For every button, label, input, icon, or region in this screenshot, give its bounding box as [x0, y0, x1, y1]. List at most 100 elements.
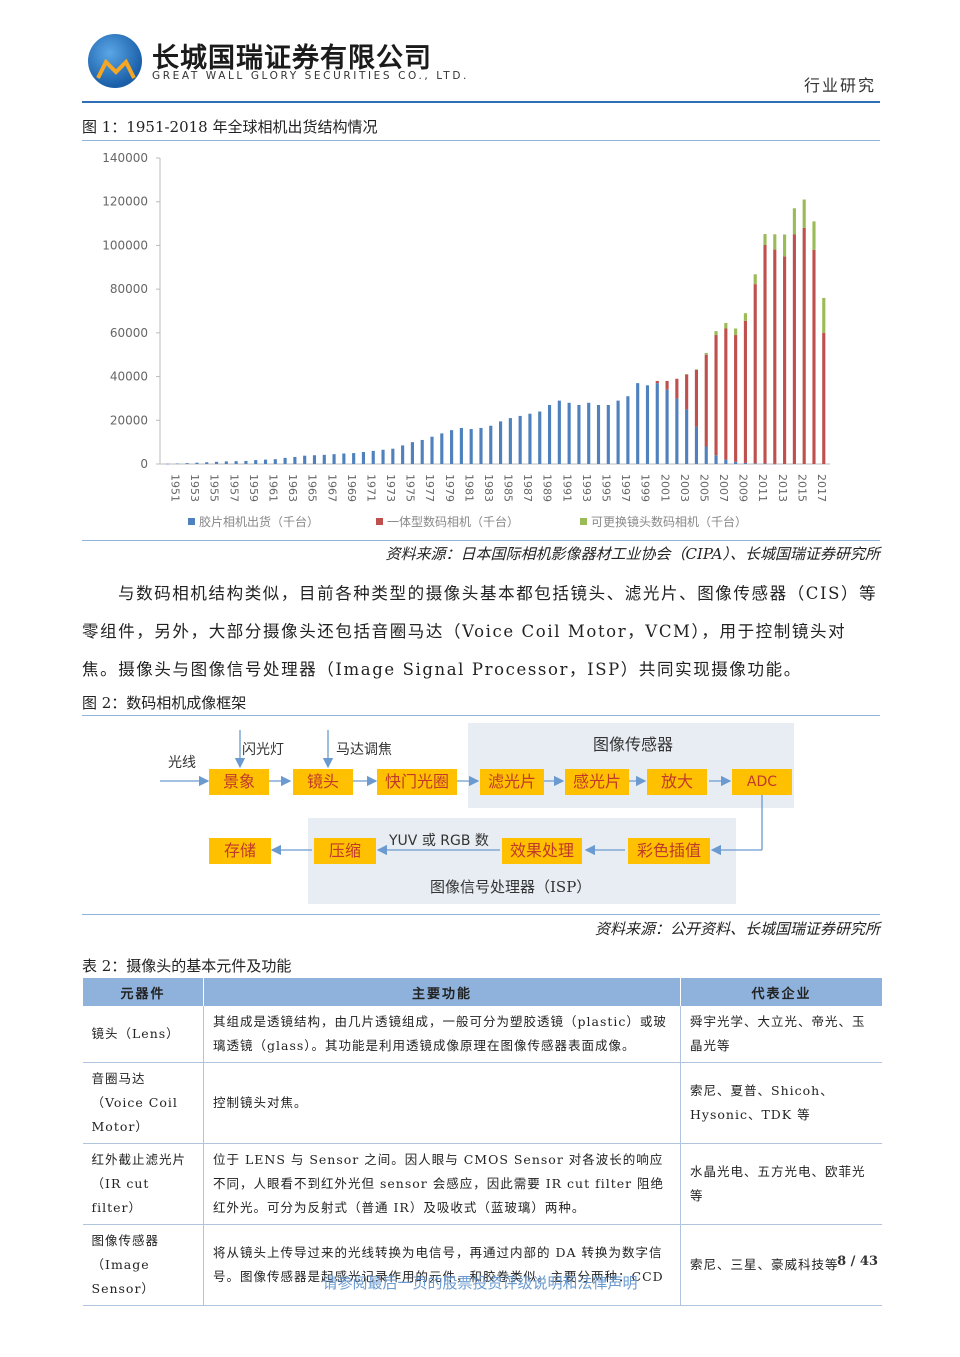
x-tick-label: 1955 — [208, 474, 221, 502]
bar-ilc — [792, 208, 796, 235]
cell-component: 音圈马达（Voice Coil Motor） — [82, 1062, 204, 1144]
flow-amplify: 放大 — [647, 769, 707, 795]
bar-compact — [694, 370, 699, 427]
bar-film — [577, 404, 581, 464]
bar-film — [205, 462, 209, 464]
bar-film — [587, 402, 591, 464]
col-header-function: 主要功能 — [203, 978, 681, 1006]
bar-film — [401, 445, 405, 464]
bar-film — [175, 463, 179, 465]
bar-film — [322, 454, 326, 464]
col-header-companies: 代表企业 — [680, 978, 882, 1006]
x-tick-label: 2007 — [717, 474, 730, 502]
body-paragraph: 与数码相机结构类似，目前各种类型的摄像头基本都包括镜头、滤光片、图像传感器（CI… — [82, 575, 882, 689]
x-tick-label: 2013 — [776, 474, 789, 502]
x-tick-label: 1963 — [286, 474, 299, 502]
flow-shutter: 快门光圈 — [377, 769, 457, 795]
x-tick-label: 1995 — [600, 474, 613, 502]
bar-ilc — [822, 297, 826, 333]
bar-ilc — [763, 234, 767, 245]
isp-group-label: 图像信号处理器（ISP） — [430, 878, 592, 896]
cell-function: 控制镜头对焦。 — [203, 1062, 681, 1144]
x-tick-label: 1969 — [345, 474, 358, 502]
bar-compact — [822, 332, 826, 464]
bar-film — [303, 455, 307, 464]
bar-film — [293, 457, 297, 464]
bar-film — [450, 430, 454, 464]
y-tick-label: 60000 — [110, 326, 148, 340]
bar-film — [528, 413, 532, 464]
y-tick-label: 80000 — [110, 282, 148, 296]
x-tick-label: 1961 — [267, 474, 280, 502]
col-header-component: 元器件 — [82, 978, 204, 1006]
x-tick-label: 1983 — [482, 474, 495, 502]
bar-ilc — [704, 352, 708, 355]
bar-film — [626, 396, 630, 464]
legend-label: 一体型数码相机（千台） — [387, 514, 519, 529]
fig2-bottom-rule — [82, 914, 880, 915]
bar-film — [420, 439, 424, 464]
bar-film — [332, 454, 336, 464]
bar-film — [714, 455, 718, 464]
bar-compact — [724, 328, 728, 460]
x-tick-label: 1967 — [325, 474, 338, 502]
x-tick-label: 1953 — [188, 474, 201, 502]
page-number: 8 / 43 — [837, 1254, 878, 1269]
bar-compact — [704, 354, 708, 447]
bar-film — [773, 463, 777, 465]
x-tick-label: 1987 — [521, 474, 534, 502]
bar-film — [675, 398, 679, 464]
flow-scene: 景象 — [209, 769, 269, 795]
bar-film — [499, 421, 503, 464]
bar-film — [606, 404, 610, 464]
bar-ilc — [734, 328, 738, 336]
bar-compact — [734, 335, 738, 462]
bar-film — [214, 461, 219, 464]
shipment-chart: 140000 120000 100000 80000 60000 40000 20000 0 1… — [102, 151, 830, 529]
sensor-group-label: 图像传感器 — [593, 735, 674, 754]
bar-film — [685, 409, 689, 464]
table-row: 镜头（Lens） 其组成是透镜结构，由几片透镜组成，一般可分为塑胶透镜（plas… — [82, 1006, 882, 1063]
brand-name-cn: 长城国瑞证券有限公司 — [152, 43, 432, 74]
fig1-title: 图 1：1951-2018 年全球相机出货结构情况 — [82, 118, 378, 136]
x-tick-label: 1991 — [560, 474, 573, 502]
x-tick-label: 1985 — [502, 474, 515, 502]
cell-function: 将从镜头上传导过来的光线转换为电信号，再通过内部的 DA 转换为数字信号。图像传… — [203, 1224, 681, 1306]
bar-compact — [812, 249, 816, 464]
x-tick-label: 1989 — [541, 474, 554, 502]
flow-lens: 镜头 — [293, 769, 353, 795]
cell-companies: 索尼、夏普、Shicoh、Hysonic、TDK 等 — [680, 1062, 882, 1144]
bar-compact — [773, 249, 777, 464]
bar-film — [342, 453, 346, 464]
bar-film — [254, 460, 258, 464]
bar-ilc — [802, 199, 806, 228]
flash-label: 闪光灯 — [242, 742, 284, 758]
bar-film — [430, 436, 434, 464]
bar-compact — [665, 380, 669, 390]
bar-film — [665, 389, 669, 464]
bar-film — [518, 415, 522, 464]
body-paragraph-text: 与数码相机结构类似，目前各种类型的摄像头基本都包括镜头、滤光片、图像传感器（CI… — [82, 584, 878, 679]
flow-color-interp: 彩色插值 — [628, 838, 710, 864]
legend-swatch — [580, 518, 587, 525]
cell-component: 镜头（Lens） — [82, 1006, 204, 1063]
x-tick-label: 2017 — [815, 474, 828, 502]
bar-film — [616, 400, 620, 464]
cell-function: 位于 LENS 与 Sensor 之间。因人眼与 CMOS Sensor 对各波… — [203, 1143, 681, 1225]
bar-film — [479, 427, 483, 464]
bar-ilc — [812, 221, 816, 250]
x-tick-label: 2015 — [795, 474, 808, 502]
bar-film — [312, 455, 317, 464]
bar-film — [224, 461, 228, 464]
bar-ilc — [685, 374, 689, 375]
x-tick-label: 1959 — [247, 474, 260, 502]
bar-film — [244, 460, 248, 464]
bar-film — [391, 448, 395, 464]
bar-film — [469, 429, 473, 464]
footer-disclaimer-link[interactable]: 请参阅最后一页的股票投资评级说明和法律声明 — [322, 1274, 638, 1292]
x-tick-label: 1971 — [364, 474, 377, 502]
bar-compact — [792, 234, 796, 464]
bar-compact — [675, 378, 679, 399]
bar-film — [489, 425, 493, 464]
y-tick-label: 120000 — [102, 195, 148, 209]
